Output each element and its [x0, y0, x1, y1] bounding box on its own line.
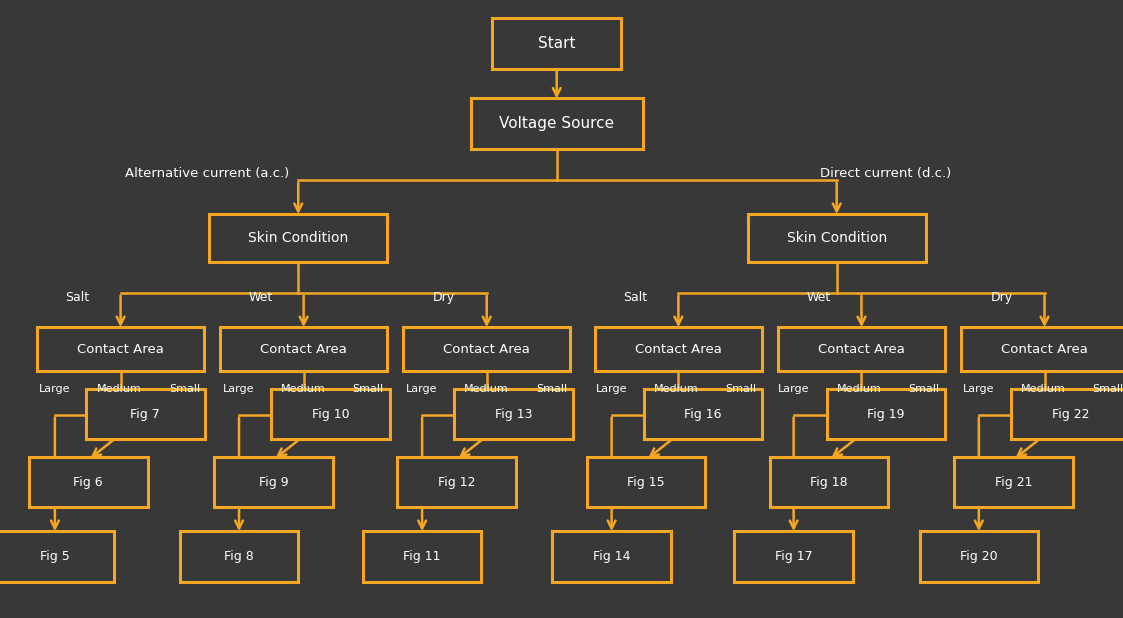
Text: Dry: Dry — [432, 291, 455, 305]
Text: Salt: Salt — [65, 291, 90, 305]
Text: Fig 9: Fig 9 — [258, 475, 289, 489]
Text: Contact Area: Contact Area — [444, 342, 530, 356]
FancyBboxPatch shape — [455, 389, 573, 439]
Text: Small: Small — [909, 384, 940, 394]
Text: Large: Large — [407, 384, 438, 394]
FancyBboxPatch shape — [403, 327, 570, 371]
Text: Fig 22: Fig 22 — [1051, 407, 1089, 421]
Text: Salt: Salt — [623, 291, 647, 305]
Text: Large: Large — [964, 384, 995, 394]
Text: Medium: Medium — [1021, 384, 1066, 394]
Text: Large: Large — [39, 384, 71, 394]
FancyBboxPatch shape — [643, 389, 763, 439]
Text: Contact Area: Contact Area — [818, 342, 905, 356]
FancyBboxPatch shape — [214, 457, 332, 507]
Text: Fig 19: Fig 19 — [867, 407, 905, 421]
Text: Small: Small — [536, 384, 567, 394]
Text: Alternative current (a.c.): Alternative current (a.c.) — [125, 166, 289, 180]
Text: Start: Start — [538, 36, 575, 51]
FancyBboxPatch shape — [587, 457, 705, 507]
FancyBboxPatch shape — [29, 457, 147, 507]
Text: Small: Small — [1093, 384, 1123, 394]
Text: Contact Area: Contact Area — [634, 342, 722, 356]
Text: Medium: Medium — [281, 384, 326, 394]
Text: Fig 8: Fig 8 — [225, 549, 254, 563]
FancyBboxPatch shape — [209, 214, 387, 262]
Text: Skin Condition: Skin Condition — [786, 231, 887, 245]
Text: Fig 10: Fig 10 — [312, 407, 349, 421]
Text: Fig 12: Fig 12 — [438, 475, 475, 489]
FancyBboxPatch shape — [0, 531, 115, 582]
Text: Dry: Dry — [990, 291, 1013, 305]
Text: Large: Large — [223, 384, 255, 394]
Text: Voltage Source: Voltage Source — [499, 116, 614, 131]
Text: Large: Large — [596, 384, 628, 394]
Text: Contact Area: Contact Area — [1001, 342, 1088, 356]
FancyBboxPatch shape — [827, 389, 946, 439]
Text: Fig 6: Fig 6 — [73, 475, 103, 489]
FancyBboxPatch shape — [748, 214, 925, 262]
Text: Skin Condition: Skin Condition — [248, 231, 348, 245]
Text: Fig 20: Fig 20 — [960, 549, 997, 563]
FancyBboxPatch shape — [180, 531, 299, 582]
FancyBboxPatch shape — [770, 457, 888, 507]
Text: Wet: Wet — [248, 291, 273, 305]
FancyBboxPatch shape — [272, 389, 390, 439]
FancyBboxPatch shape — [492, 18, 621, 69]
FancyBboxPatch shape — [37, 327, 204, 371]
Text: Wet: Wet — [806, 291, 831, 305]
FancyBboxPatch shape — [595, 327, 761, 371]
FancyBboxPatch shape — [778, 327, 944, 371]
Text: Fig 16: Fig 16 — [684, 407, 722, 421]
Text: Small: Small — [353, 384, 384, 394]
FancyBboxPatch shape — [955, 457, 1072, 507]
Text: Medium: Medium — [464, 384, 509, 394]
Text: Fig 11: Fig 11 — [403, 549, 441, 563]
Text: Medium: Medium — [837, 384, 882, 394]
FancyBboxPatch shape — [920, 531, 1038, 582]
Text: Contact Area: Contact Area — [77, 342, 164, 356]
Text: Small: Small — [170, 384, 201, 394]
FancyBboxPatch shape — [1011, 389, 1123, 439]
Text: Small: Small — [725, 384, 757, 394]
Text: Large: Large — [778, 384, 810, 394]
Text: Fig 18: Fig 18 — [811, 475, 848, 489]
Text: Fig 17: Fig 17 — [775, 549, 812, 563]
Text: Fig 13: Fig 13 — [495, 407, 532, 421]
FancyBboxPatch shape — [734, 531, 852, 582]
FancyBboxPatch shape — [220, 327, 387, 371]
FancyBboxPatch shape — [86, 389, 204, 439]
FancyBboxPatch shape — [553, 531, 670, 582]
Text: Fig 5: Fig 5 — [40, 549, 70, 563]
FancyBboxPatch shape — [961, 327, 1123, 371]
FancyBboxPatch shape — [471, 98, 642, 149]
Text: Fig 7: Fig 7 — [130, 407, 161, 421]
FancyBboxPatch shape — [398, 457, 515, 507]
Text: Medium: Medium — [97, 384, 141, 394]
Text: Contact Area: Contact Area — [261, 342, 347, 356]
Text: Direct current (d.c.): Direct current (d.c.) — [820, 166, 951, 180]
Text: Fig 21: Fig 21 — [995, 475, 1032, 489]
Text: Fig 15: Fig 15 — [628, 475, 665, 489]
Text: Medium: Medium — [654, 384, 699, 394]
FancyBboxPatch shape — [363, 531, 482, 582]
Text: Fig 14: Fig 14 — [593, 549, 630, 563]
